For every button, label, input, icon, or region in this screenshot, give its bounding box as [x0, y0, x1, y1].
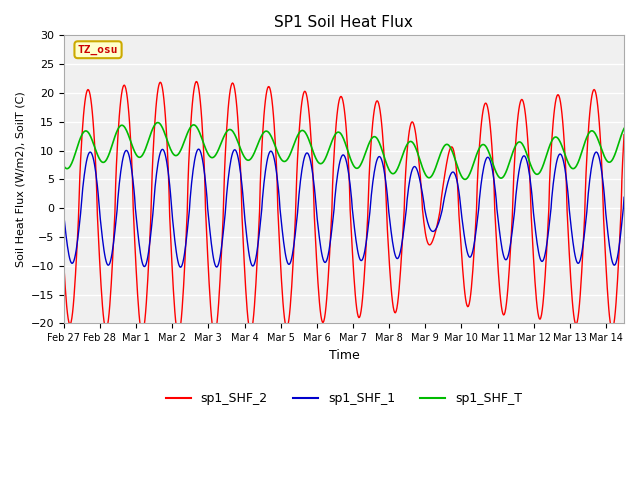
- sp1_SHF_2: [435, 216, 442, 222]
- sp1_SHF_1: [258, 206, 266, 212]
- sp1_SHF_2: [230, 83, 238, 88]
- sp1_SHF_T: [434, 158, 442, 164]
- sp1_SHF_T: [125, 135, 133, 141]
- sp1_SHF_T: [620, 126, 628, 132]
- X-axis label: Time: Time: [328, 348, 359, 362]
- sp1_SHF_2: [258, 147, 266, 153]
- sp1_SHF_2: [279, 299, 287, 305]
- sp1_SHF_1: [403, 197, 411, 203]
- sp1_SHF_2: [620, 132, 628, 138]
- Legend: sp1_SHF_2, sp1_SHF_1, sp1_SHF_T: sp1_SHF_2, sp1_SHF_1, sp1_SHF_T: [161, 387, 527, 410]
- sp1_SHF_T: [154, 120, 162, 125]
- sp1_SHF_1: [435, 220, 442, 226]
- Y-axis label: Soil Heat Flux (W/m2), SoilT (C): Soil Heat Flux (W/m2), SoilT (C): [15, 92, 25, 267]
- sp1_SHF_2: [403, 148, 411, 154]
- sp1_SHF_T: [403, 143, 410, 149]
- sp1_SHF_2: [125, 120, 133, 125]
- sp1_SHF_T: [229, 129, 237, 135]
- Text: TZ_osu: TZ_osu: [78, 45, 118, 55]
- sp1_SHF_1: [125, 155, 133, 160]
- Line: sp1_SHF_T: sp1_SHF_T: [64, 122, 624, 180]
- sp1_SHF_1: [195, 146, 203, 152]
- sp1_SHF_T: [461, 177, 468, 182]
- sp1_SHF_1: [177, 264, 184, 270]
- Line: sp1_SHF_1: sp1_SHF_1: [64, 149, 624, 267]
- sp1_SHF_2: [175, 332, 182, 338]
- Line: sp1_SHF_2: sp1_SHF_2: [64, 82, 624, 335]
- sp1_SHF_1: [60, 212, 68, 218]
- Title: SP1 Soil Heat Flux: SP1 Soil Heat Flux: [275, 15, 413, 30]
- sp1_SHF_T: [257, 134, 265, 140]
- sp1_SHF_1: [620, 194, 628, 200]
- sp1_SHF_T: [60, 163, 68, 169]
- sp1_SHF_1: [279, 233, 287, 239]
- sp1_SHF_2: [193, 79, 200, 84]
- sp1_SHF_2: [60, 261, 68, 266]
- sp1_SHF_T: [278, 157, 286, 163]
- sp1_SHF_1: [230, 147, 238, 153]
